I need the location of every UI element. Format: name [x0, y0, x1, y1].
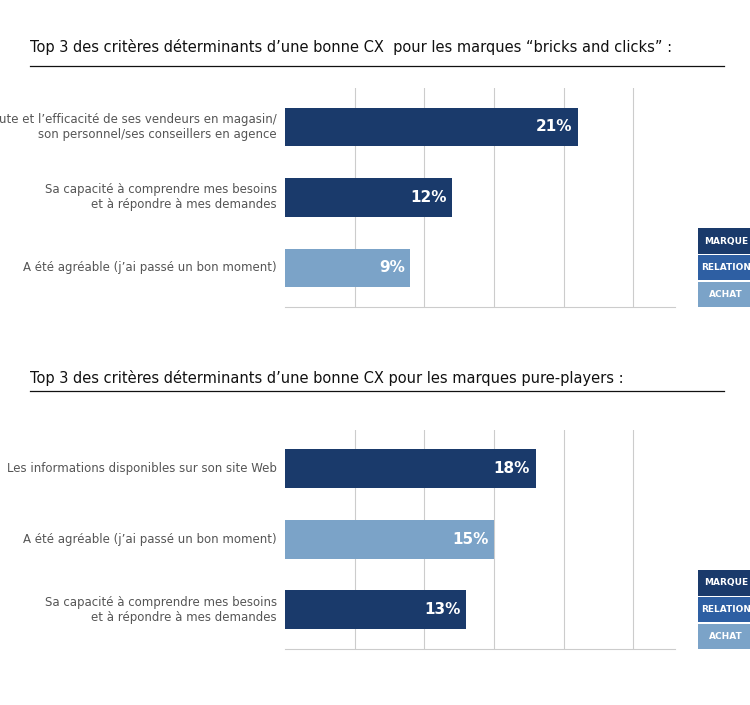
- Text: 9%: 9%: [379, 260, 405, 276]
- Text: ACHAT: ACHAT: [709, 290, 742, 300]
- Text: MARQUE: MARQUE: [704, 578, 748, 587]
- Text: 18%: 18%: [494, 461, 530, 477]
- FancyBboxPatch shape: [698, 570, 750, 596]
- FancyBboxPatch shape: [698, 282, 750, 307]
- FancyBboxPatch shape: [698, 255, 750, 281]
- Text: MARQUE: MARQUE: [704, 236, 748, 245]
- Bar: [285, 450, 536, 488]
- Text: Top 3 des critères déterminants d’une bonne CX pour les marques pure-players :: Top 3 des critères déterminants d’une bo…: [30, 370, 624, 386]
- Text: ACHAT: ACHAT: [709, 632, 742, 642]
- Bar: [285, 248, 410, 287]
- FancyBboxPatch shape: [698, 624, 750, 649]
- Bar: [285, 590, 466, 629]
- Bar: [285, 178, 452, 216]
- Text: Top 3 des critères déterminants d’une bonne CX  pour les marques “bricks and cli: Top 3 des critères déterminants d’une bo…: [30, 39, 672, 55]
- Text: 15%: 15%: [452, 532, 488, 547]
- Text: 13%: 13%: [424, 602, 460, 618]
- FancyBboxPatch shape: [698, 597, 750, 623]
- Bar: [285, 107, 578, 146]
- Text: 21%: 21%: [536, 119, 572, 135]
- FancyBboxPatch shape: [698, 228, 750, 254]
- Text: 12%: 12%: [410, 190, 446, 205]
- Text: RELATION: RELATION: [700, 606, 750, 614]
- Bar: [285, 520, 494, 558]
- Text: RELATION: RELATION: [700, 264, 750, 272]
